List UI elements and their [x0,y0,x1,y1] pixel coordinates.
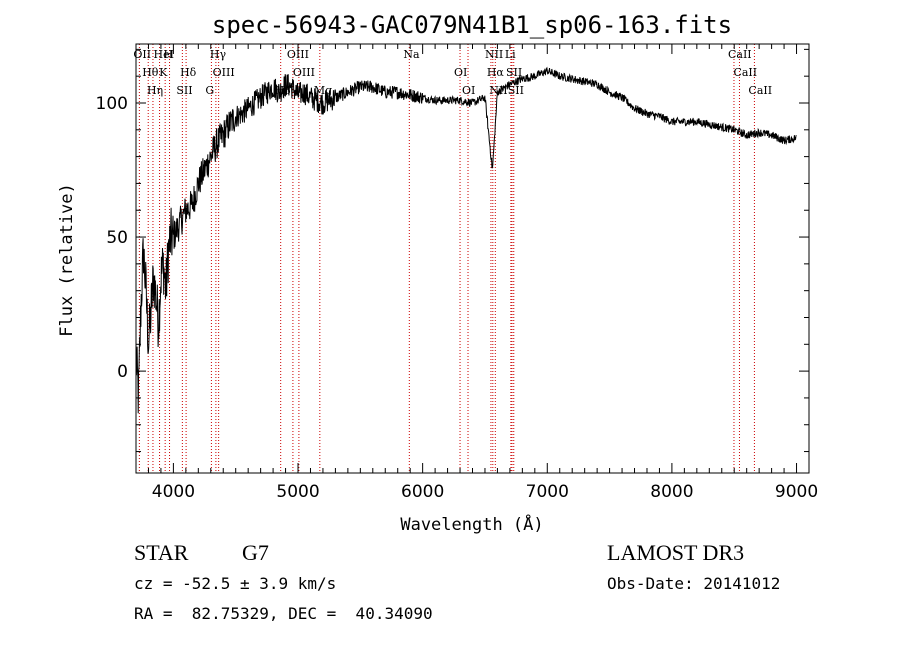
x-tick-label: 7000 [526,482,569,502]
emission-line-label: CaII [728,48,752,61]
emission-line-label: OII [133,48,151,61]
x-tick-label: 6000 [401,482,444,502]
chart-title: spec-56943-GAC079N41B1_sp06-163.fits [212,11,732,39]
survey-name: LAMOST DR3 [607,540,745,565]
x-axis-label: Wavelength (Å) [400,513,543,535]
x-tick-label: 4000 [152,482,195,502]
emission-line-label: SII [176,84,192,97]
spectrum-line [135,66,797,414]
y-axis-label: Flux (relative) [57,183,77,337]
emission-line-label: Hα [487,66,505,79]
emission-line-label: Hθ [142,66,159,79]
object-class: STAR [134,540,189,565]
x-tick-label: 9000 [775,482,818,502]
emission-line-label: CaII [733,66,757,79]
x-tick-label: 8000 [650,482,693,502]
emission-line-label: SII [508,84,524,97]
x-tick-label: 5000 [276,482,319,502]
object-subclass: G7 [242,540,269,565]
emission-line-label: Hγ [210,48,227,61]
y-tick-label: 0 [117,362,128,382]
emission-line-label: Hδ [180,66,197,79]
emission-line-label: NII [485,48,503,61]
emission-line-label: OIII [293,66,315,79]
emission-line-label: OIII [287,48,309,61]
emission-line-labels: OIIHθHηHeIKSIIHHδGHγOIIIHβOIIIOIIIMgNaOI… [133,48,772,97]
emission-line-label: SII [506,66,522,79]
emission-line-label: HeI [154,48,174,61]
emission-line-label: OIII [213,66,235,79]
coordinates: RA = 82.75329, DEC = 40.34090 [134,604,433,623]
emission-line-label: G [205,84,214,97]
emission-line-label: H [164,48,174,61]
emission-line-markers [138,44,755,473]
emission-line-label: OI [462,84,475,97]
y-tick-label: 100 [96,94,128,114]
redshift-velocity: cz = -52.5 ± 3.9 km/s [134,574,337,593]
observation-date: Obs-Date: 20141012 [607,574,781,593]
y-tick-label: 50 [106,228,128,248]
emission-line-label: OI [454,66,467,79]
emission-line-label: Hη [147,84,163,97]
emission-line-label: CaII [748,84,772,97]
emission-line-label: Li [505,48,516,61]
emission-line-label: K [159,66,168,79]
emission-line-label: Na [403,48,420,61]
axis-ticks: 4000 5000 6000 7000 8000 9000 0 50 100 [96,44,818,502]
